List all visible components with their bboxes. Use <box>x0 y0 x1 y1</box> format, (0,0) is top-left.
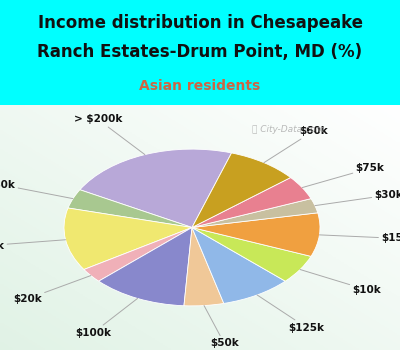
Text: > $200k: > $200k <box>74 114 145 155</box>
Wedge shape <box>84 228 192 281</box>
Wedge shape <box>80 149 232 228</box>
Text: $200k: $200k <box>0 240 66 251</box>
Wedge shape <box>192 228 285 303</box>
Text: $100k: $100k <box>75 299 138 338</box>
Wedge shape <box>192 153 291 228</box>
Text: $125k: $125k <box>257 295 325 332</box>
Text: Asian residents: Asian residents <box>139 79 261 93</box>
Wedge shape <box>99 228 192 306</box>
Wedge shape <box>192 199 318 228</box>
Text: $40k: $40k <box>0 180 73 199</box>
Text: $60k: $60k <box>264 126 328 163</box>
Text: $20k: $20k <box>13 275 91 304</box>
Text: $75k: $75k <box>302 163 384 188</box>
Text: $30k: $30k <box>315 190 400 206</box>
Text: ⓘ City-Data.com: ⓘ City-Data.com <box>252 125 324 134</box>
Wedge shape <box>64 208 192 270</box>
Text: $150k: $150k <box>320 233 400 244</box>
Wedge shape <box>192 228 311 281</box>
Wedge shape <box>192 177 311 228</box>
Text: Income distribution in Chesapeake: Income distribution in Chesapeake <box>38 14 362 32</box>
Wedge shape <box>192 213 320 256</box>
Wedge shape <box>184 228 224 306</box>
Text: Ranch Estates-Drum Point, MD (%): Ranch Estates-Drum Point, MD (%) <box>38 43 362 62</box>
Text: $10k: $10k <box>300 270 381 295</box>
Wedge shape <box>68 190 192 228</box>
Text: $50k: $50k <box>204 306 239 348</box>
